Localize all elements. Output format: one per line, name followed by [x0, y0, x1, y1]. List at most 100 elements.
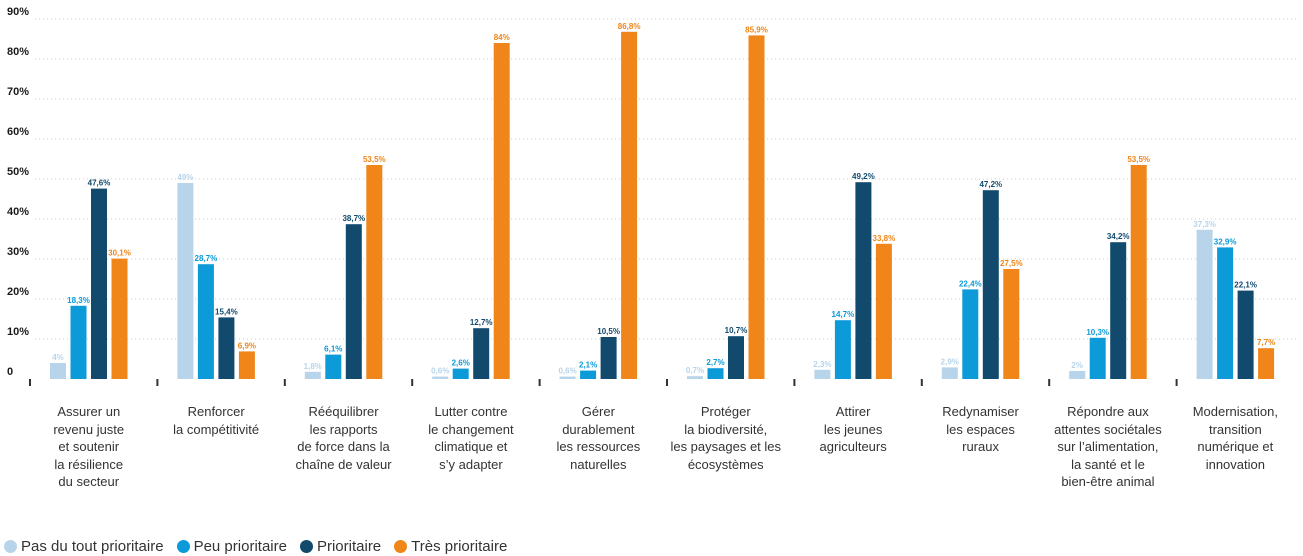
- category-label: Modernisation, transition numérique et inno…: [1176, 403, 1294, 473]
- y-tick-label: 60%: [7, 126, 29, 138]
- y-tick-label: 40%: [7, 206, 29, 218]
- data-label: 28,7%: [195, 254, 218, 263]
- data-label: 10,7%: [725, 326, 748, 335]
- bar: [345, 224, 362, 379]
- data-label: 0,6%: [558, 367, 576, 376]
- bar: [834, 320, 851, 379]
- x-tick-mark: [666, 379, 668, 386]
- bar: [452, 368, 469, 379]
- data-label: 22,1%: [1234, 281, 1257, 290]
- x-tick-mark: [411, 379, 414, 386]
- data-label: 38,7%: [342, 214, 365, 223]
- y-tick-label: 70%: [7, 86, 29, 98]
- data-label: 0,7%: [686, 366, 704, 375]
- category-label-line: Répondre aux: [1067, 404, 1149, 419]
- x-tick-mark: [283, 379, 286, 386]
- y-tick-label: 0: [7, 366, 13, 378]
- bar: [366, 165, 383, 379]
- category-label: Répondre aux attentes sociétales sur l’ali…: [1049, 403, 1167, 491]
- y-axis: 0 10% 20% 30% 40% 50% 60% 70% 80% 90%: [7, 6, 29, 378]
- data-label: 4%: [52, 353, 64, 362]
- legend: Pas du tout prioritaire Peu prioritaire Pr…: [4, 538, 507, 555]
- bar: [728, 336, 744, 379]
- bar: [962, 289, 979, 379]
- y-tick-label: 50%: [7, 166, 29, 178]
- x-tick-mark: [1175, 379, 1178, 386]
- category-label-line: les jeunes: [823, 421, 883, 437]
- x-tick-mark: [156, 379, 159, 386]
- bar: [304, 371, 321, 379]
- bar: [1003, 269, 1020, 379]
- data-label: 47,6%: [88, 179, 111, 188]
- data-label: 6,1%: [324, 345, 342, 354]
- category-label-line: chaîne de valeur: [295, 456, 392, 472]
- legend-item: Pas du tout prioritaire: [4, 538, 164, 555]
- data-label: 2,3%: [813, 360, 831, 369]
- legend-swatch: [4, 540, 17, 553]
- y-tick-label: 10%: [7, 326, 29, 338]
- x-tick-mark: [1048, 379, 1051, 386]
- data-label: 37,3%: [1193, 220, 1216, 229]
- bar: [600, 337, 617, 379]
- category-label-line: la santé et le: [1071, 456, 1145, 472]
- category-label-line: écosystèmes: [687, 456, 764, 472]
- data-label: 85,9%: [745, 25, 768, 34]
- category-label-line: la résilience: [54, 456, 124, 472]
- data-label: 10,3%: [1086, 328, 1109, 337]
- category-label: Attirer les jeunes agriculteurs: [794, 403, 912, 456]
- bar: [325, 354, 342, 379]
- bar: [941, 367, 958, 379]
- category-label: Lutter contre le changement climatique et s…: [412, 403, 530, 473]
- category-label-line: sur l’alimentation,: [1057, 439, 1159, 454]
- category-label: Rééquilibrer les rapports de force dans la…: [285, 403, 403, 473]
- x-tick-mark: [538, 379, 541, 386]
- bar: [1217, 247, 1234, 379]
- category-label: Protéger la biodiversité, les paysages et …: [667, 403, 785, 473]
- category-label-line: s’y adapter: [439, 456, 503, 472]
- data-label: 27,5%: [1000, 259, 1023, 268]
- category-label-line: Attirer: [835, 404, 871, 419]
- data-label: 2,6%: [452, 359, 470, 368]
- category-label-line: les espaces: [946, 421, 1015, 437]
- legend-swatch: [394, 540, 408, 553]
- category-label-line: Rééquilibrer: [308, 404, 379, 419]
- bar: [875, 243, 892, 379]
- y-tick-label: 90%: [7, 6, 29, 18]
- data-label: 12,7%: [470, 318, 493, 327]
- category-label-line: Modernisation,: [1192, 404, 1278, 419]
- legend-label: Prioritaire: [316, 538, 382, 555]
- bar: [982, 190, 999, 379]
- category-label-line: de force dans la: [297, 439, 390, 454]
- data-label: 2,1%: [579, 361, 597, 370]
- bar: [50, 363, 66, 379]
- legend-item: Peu prioritaire: [176, 538, 287, 555]
- legend-label: Peu prioritaire: [193, 538, 287, 555]
- bar: [1258, 348, 1275, 379]
- bar: [559, 376, 576, 379]
- category-label-line: innovation: [1205, 456, 1265, 472]
- category-label-line: Assurer un: [57, 404, 121, 419]
- data-label: 53,5%: [363, 155, 386, 164]
- category-label: Gérer durablement les ressources naturelles: [539, 403, 657, 473]
- data-label: 34,2%: [1107, 232, 1130, 241]
- category-label-line: ruraux: [962, 439, 999, 454]
- category-label-line: attentes sociétales: [1054, 421, 1162, 437]
- category-label: Renforcer la compétitivité: [157, 403, 275, 438]
- bar-chart: 0 10% 20% 30% 40% 50% 60% 70% 80% 90% 4% 49% 1,8% 0,…: [7, 6, 1298, 386]
- data-label: 22,4%: [959, 279, 982, 288]
- data-label: 33,8%: [873, 234, 896, 243]
- x-tick-mark: [793, 379, 796, 386]
- category-label: Assurer un revenu juste et soutenir la rési…: [30, 403, 148, 491]
- category-label-line: revenu juste: [53, 421, 125, 437]
- category-label-line: les rapports: [309, 421, 378, 437]
- data-label: 53,5%: [1127, 155, 1150, 164]
- category-label-line: Renforcer: [187, 404, 245, 419]
- x-tick-mark: [920, 379, 923, 386]
- bar: [707, 368, 724, 379]
- category-label-line: climatique et: [434, 439, 508, 454]
- bar: [1130, 165, 1147, 379]
- data-label: 49%: [177, 173, 193, 182]
- data-label: 14,7%: [832, 310, 855, 319]
- data-label: 6,9%: [238, 341, 256, 350]
- y-tick-label: 80%: [7, 46, 29, 58]
